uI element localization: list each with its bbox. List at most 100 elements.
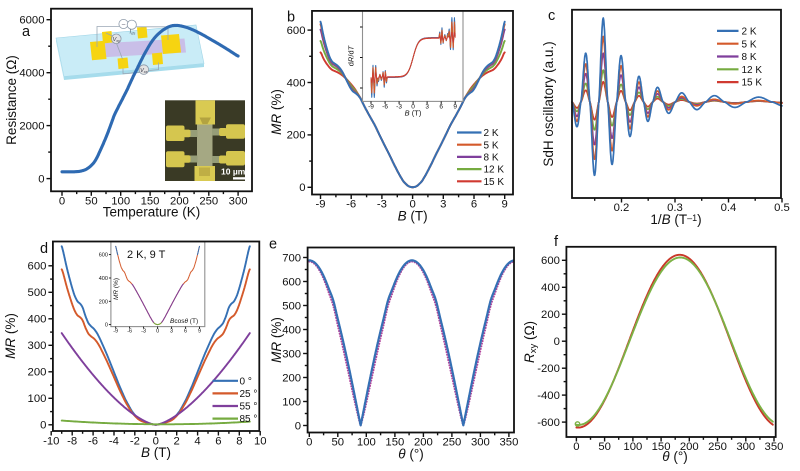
- svg-text:4000: 4000: [19, 67, 44, 79]
- svg-text:-6: -6: [127, 329, 132, 335]
- svg-text:-9: -9: [368, 104, 374, 111]
- svg-text:200: 200: [28, 367, 47, 379]
- svg-text:250: 250: [199, 196, 218, 208]
- svg-text:3: 3: [425, 104, 429, 111]
- svg-text:0 °: 0 °: [240, 376, 252, 387]
- svg-text:0: 0: [153, 436, 159, 448]
- svg-text:50: 50: [598, 441, 611, 453]
- svg-text:0: 0: [156, 329, 159, 335]
- svg-text:f: f: [554, 234, 559, 250]
- svg-text:θ (°): θ (°): [398, 447, 423, 462]
- svg-text:2000: 2000: [19, 120, 44, 132]
- svg-text:100: 100: [111, 196, 130, 208]
- svg-text:350: 350: [765, 441, 784, 453]
- svg-text:d: d: [40, 241, 48, 257]
- svg-text:0: 0: [306, 437, 312, 449]
- svg-text:10: 10: [254, 436, 267, 448]
- svg-text:0.5: 0.5: [774, 202, 790, 214]
- svg-text:100: 100: [282, 396, 301, 408]
- svg-text:0: 0: [59, 196, 65, 208]
- svg-text:200: 200: [414, 437, 433, 449]
- svg-text:0: 0: [299, 182, 305, 194]
- svg-text:Vxx: Vxx: [140, 68, 149, 74]
- svg-text:25 °: 25 °: [240, 389, 258, 400]
- svg-text:~: ~: [121, 22, 125, 29]
- svg-text:MR (%): MR (%): [3, 313, 18, 359]
- svg-text:85 °: 85 °: [240, 414, 258, 425]
- svg-text:10 µm: 10 µm: [221, 167, 246, 177]
- svg-text:MR (%): MR (%): [113, 278, 120, 300]
- svg-text:-600: -600: [537, 417, 560, 429]
- svg-text:-6: -6: [346, 199, 356, 211]
- svg-text:200: 200: [680, 441, 699, 453]
- svg-text:0.2: 0.2: [614, 202, 630, 214]
- svg-text:Temperature (K): Temperature (K): [103, 205, 201, 220]
- svg-text:-2: -2: [130, 436, 140, 448]
- svg-text:2 K: 2 K: [742, 27, 757, 38]
- svg-text:2 K: 2 K: [484, 128, 499, 139]
- svg-text:5 K: 5 K: [742, 39, 757, 50]
- svg-text:B (T): B (T): [398, 209, 428, 224]
- svg-text:250: 250: [708, 441, 727, 453]
- svg-text:e: e: [269, 237, 277, 253]
- svg-text:0: 0: [554, 336, 560, 348]
- svg-text:0.4: 0.4: [721, 202, 737, 214]
- svg-text:Bcosθ (T): Bcosθ (T): [170, 318, 198, 325]
- svg-text:0: 0: [40, 420, 46, 432]
- svg-text:100: 100: [623, 441, 642, 453]
- svg-text:MR (%): MR (%): [269, 317, 284, 363]
- svg-text:-3: -3: [377, 199, 387, 211]
- svg-text:4: 4: [194, 436, 200, 448]
- svg-text:c: c: [548, 8, 555, 24]
- svg-text:300: 300: [471, 437, 490, 449]
- svg-text:9: 9: [453, 104, 457, 111]
- svg-text:200: 200: [282, 372, 301, 384]
- svg-text:0: 0: [38, 173, 44, 185]
- svg-text:-3: -3: [141, 329, 146, 335]
- svg-text:Ids: Ids: [130, 30, 136, 36]
- svg-text:100: 100: [357, 437, 376, 449]
- svg-text:600: 600: [287, 25, 306, 37]
- svg-text:2 K, 9 T: 2 K, 9 T: [127, 249, 166, 261]
- svg-text:600: 600: [99, 253, 108, 259]
- svg-text:250: 250: [442, 437, 461, 449]
- svg-text:200: 200: [170, 196, 189, 208]
- svg-text:-6: -6: [382, 104, 388, 111]
- svg-text:8: 8: [236, 436, 242, 448]
- svg-text:50: 50: [332, 437, 345, 449]
- svg-text:6000: 6000: [19, 15, 44, 27]
- svg-text:350: 350: [500, 437, 519, 449]
- svg-text:0: 0: [411, 104, 415, 111]
- svg-text:3: 3: [440, 199, 446, 211]
- svg-text:B (T): B (T): [141, 445, 171, 460]
- svg-text:100: 100: [28, 393, 47, 405]
- svg-text:Resistance (Ω): Resistance (Ω): [4, 55, 19, 145]
- svg-text:a: a: [22, 24, 31, 40]
- svg-text:θ (°): θ (°): [662, 449, 687, 464]
- svg-text:-200: -200: [537, 363, 560, 375]
- svg-text:-3: -3: [396, 104, 402, 111]
- svg-text:-9: -9: [113, 329, 118, 335]
- svg-text:MR (%): MR (%): [269, 89, 284, 135]
- svg-text:600: 600: [28, 261, 47, 273]
- svg-text:12 K: 12 K: [484, 165, 505, 176]
- svg-text:50: 50: [85, 196, 98, 208]
- svg-text:0.3: 0.3: [667, 202, 683, 214]
- svg-text:200: 200: [99, 299, 108, 305]
- svg-text:300: 300: [229, 196, 248, 208]
- svg-text:8 K: 8 K: [484, 153, 499, 164]
- svg-text:600: 600: [541, 255, 560, 267]
- svg-text:300: 300: [282, 348, 301, 360]
- svg-text:600: 600: [282, 276, 301, 288]
- svg-text:400: 400: [541, 282, 560, 294]
- svg-text:6: 6: [215, 436, 221, 448]
- svg-text:B (T): B (T): [405, 109, 422, 118]
- svg-text:9: 9: [502, 199, 508, 211]
- svg-text:Vxy: Vxy: [113, 37, 122, 43]
- svg-text:400: 400: [287, 77, 306, 89]
- svg-text:0: 0: [105, 323, 108, 329]
- svg-text:150: 150: [385, 437, 404, 449]
- svg-text:400: 400: [99, 276, 108, 282]
- svg-text:55 °: 55 °: [240, 402, 258, 413]
- svg-text:-8: -8: [67, 436, 77, 448]
